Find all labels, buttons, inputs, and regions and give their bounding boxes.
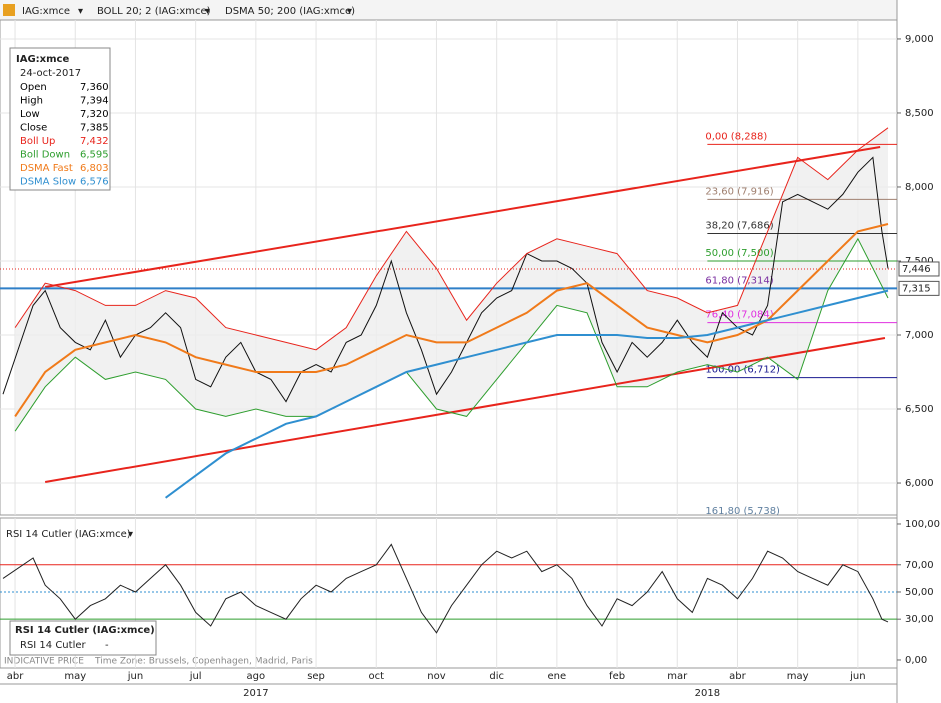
y-tick-label: 50,00	[905, 587, 934, 598]
info-value: 7,320	[80, 109, 109, 120]
rsi-legend-name: RSI 14 Cutler	[20, 640, 86, 651]
info-value: 6,576	[80, 177, 109, 188]
x-tick-label: jun	[849, 671, 865, 682]
series-line	[14, 237, 889, 432]
x-tick-label: jul	[189, 671, 202, 682]
app-icon	[3, 4, 15, 16]
x-tick-label: feb	[609, 671, 625, 682]
x-tick-label: oct	[368, 671, 384, 682]
info-value: 7,360	[80, 82, 109, 93]
dropdown-arrow: ▾	[128, 529, 133, 540]
series-line	[14, 127, 889, 351]
rsi-legend	[9, 620, 157, 656]
y-tick-label: 6,500	[905, 404, 934, 415]
x-tick-label: abr	[7, 671, 24, 682]
price-tag	[898, 261, 940, 277]
toolbar	[0, 0, 897, 20]
info-value: 7,385	[80, 123, 109, 134]
fib-label: 50,00 (7,500)	[705, 248, 773, 259]
info-name: High	[20, 96, 43, 107]
y-tick-label: 8,500	[905, 108, 934, 119]
price-tag	[898, 280, 940, 296]
price-tag-label: 7,315	[902, 283, 931, 294]
y-tick-label: 0,00	[905, 655, 927, 666]
rsi-legend-value: -	[105, 640, 109, 651]
info-title: IAG:xmce	[16, 54, 69, 65]
y-tick-label: 7,000	[905, 330, 934, 341]
symbol-menu[interactable]: IAG:xmce	[22, 6, 70, 17]
series-line	[2, 156, 889, 403]
series-line	[2, 543, 889, 634]
panel-title: RSI 14 Cutler (IAG:xmce)	[6, 529, 131, 540]
dropdown-arrow[interactable]: ▾	[347, 6, 352, 17]
info-value: 6,803	[80, 163, 109, 174]
boll-menu[interactable]: BOLL 20; 2 (IAG:xmce)	[97, 6, 211, 17]
info-name: Low	[20, 109, 40, 120]
year-label: 2018	[695, 688, 720, 699]
fib-label: 38,20 (7,686)	[705, 220, 773, 231]
info-name: Open	[20, 82, 47, 93]
x-tick-label: ago	[247, 671, 266, 682]
info-name: Boll Down	[20, 150, 70, 161]
info-name: Close	[20, 123, 47, 134]
fib-label: 23,60 (7,916)	[705, 186, 773, 197]
y-tick-label: 6,000	[905, 478, 934, 489]
y-tick-label: 70,00	[905, 560, 934, 571]
x-tick-label: may	[64, 671, 86, 682]
dsma-menu[interactable]: DSMA 50; 200 (IAG:xmce)	[225, 6, 355, 17]
x-tick-label: nov	[427, 671, 445, 682]
rsi-legend-title: RSI 14 Cutler (IAG:xmce)	[15, 625, 155, 636]
year-label: 2017	[243, 688, 268, 699]
fib-label: 100,00 (6,712)	[705, 365, 780, 376]
timezone: Time Zone: Brussels, Copenhagen, Madrid,…	[94, 657, 313, 667]
trend-line	[44, 146, 881, 289]
bollinger-fill	[15, 127, 888, 432]
fib-label: 61,80 (7,314)	[705, 276, 773, 287]
series-line	[165, 289, 889, 499]
y-tick-label: 100,00	[905, 519, 940, 530]
series-line	[14, 223, 889, 417]
y-tick-label: 9,000	[905, 34, 934, 45]
fib-label: 0,00 (8,288)	[705, 131, 767, 142]
price-tag-label: 7,446	[902, 264, 931, 275]
dropdown-arrow[interactable]: ▾	[78, 6, 83, 17]
info-value: 6,595	[80, 150, 109, 161]
x-tick-label: mar	[667, 671, 688, 682]
info-name: DSMA Fast	[20, 163, 73, 174]
fib-label: 161,80 (5,738)	[705, 506, 780, 517]
info-name: DSMA Slow	[20, 177, 76, 188]
x-tick-label: jun	[127, 671, 143, 682]
footer: INDICATIVE PRICE	[4, 657, 84, 667]
info-value: 7,394	[80, 96, 109, 107]
x-tick-label: sep	[307, 671, 325, 682]
dropdown-arrow[interactable]: ▾	[205, 6, 210, 17]
info-date: 24-oct-2017	[20, 68, 81, 79]
info-name: Boll Up	[20, 136, 55, 147]
info-box	[9, 47, 111, 191]
x-tick-label: dic	[489, 671, 504, 682]
trend-line	[44, 336, 886, 483]
y-tick-label: 30,00	[905, 614, 934, 625]
x-tick-label: ene	[548, 671, 567, 682]
x-tick-label: abr	[729, 671, 746, 682]
x-tick-label: may	[787, 671, 809, 682]
y-tick-label: 8,000	[905, 182, 934, 193]
info-value: 7,432	[80, 136, 109, 147]
fib-label: 76,40 (7,084)	[705, 310, 773, 321]
